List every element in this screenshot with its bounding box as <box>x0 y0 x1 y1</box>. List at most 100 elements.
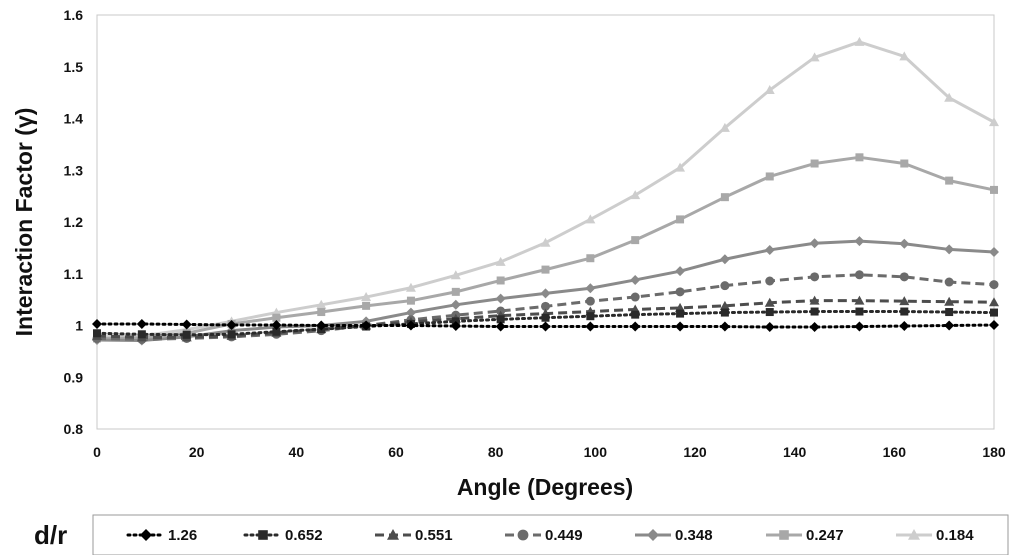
data-point <box>495 321 506 332</box>
data-point <box>585 283 596 294</box>
x-tick-label: 0 <box>93 444 101 460</box>
y-tick-label: 0.8 <box>64 421 84 437</box>
data-point <box>989 280 999 290</box>
data-point <box>854 321 865 332</box>
data-point <box>899 238 910 249</box>
data-point <box>854 270 864 280</box>
data-point <box>989 247 999 258</box>
data-point <box>764 322 775 333</box>
x-tick-label: 60 <box>388 444 404 460</box>
data-point <box>540 288 551 299</box>
legend-marker <box>258 530 268 540</box>
y-tick-label: 1.6 <box>64 7 84 23</box>
data-point <box>137 330 146 339</box>
data-point <box>944 296 955 306</box>
data-point <box>450 321 461 332</box>
legend-label: 0.247 <box>806 527 844 544</box>
data-point <box>764 244 775 255</box>
data-point <box>765 308 774 317</box>
data-point <box>990 185 998 194</box>
data-point <box>944 320 955 331</box>
legend-label: 0.348 <box>675 527 713 544</box>
data-point <box>405 282 416 292</box>
data-point <box>944 92 955 102</box>
legend-label: 0.449 <box>545 527 583 544</box>
data-point <box>182 330 191 339</box>
data-point <box>855 153 864 162</box>
axes <box>96 14 995 430</box>
data-point <box>676 309 685 318</box>
data-point <box>136 318 147 329</box>
data-point <box>540 237 551 247</box>
legend-entry: 0.551 <box>375 527 453 544</box>
series-group <box>92 36 999 346</box>
data-point <box>675 162 686 172</box>
y-axis-title: Interaction Factor (γ) <box>11 108 37 337</box>
data-point <box>989 297 999 307</box>
data-point <box>585 214 596 224</box>
data-point <box>361 320 372 331</box>
legend-box <box>92 514 1009 555</box>
data-point <box>720 281 730 291</box>
data-point <box>719 321 730 332</box>
y-tick-label: 1.3 <box>64 162 84 178</box>
y-tick-label: 1.1 <box>64 266 84 282</box>
data-point <box>944 277 954 287</box>
data-point <box>495 293 506 304</box>
data-point <box>317 308 326 317</box>
x-tick-label: 20 <box>189 444 205 460</box>
x-tick-label: 160 <box>883 444 907 460</box>
data-point <box>764 85 775 95</box>
data-point <box>809 295 820 305</box>
data-point <box>272 313 281 322</box>
series-1.26 <box>92 318 999 333</box>
data-point <box>272 327 281 336</box>
data-point <box>226 319 237 330</box>
data-point <box>496 276 505 285</box>
data-point <box>765 172 774 181</box>
data-point <box>495 256 506 266</box>
data-point <box>990 308 998 317</box>
data-point <box>541 313 550 322</box>
data-point <box>450 299 461 310</box>
data-point <box>764 297 775 307</box>
y-tick-label: 1.4 <box>64 111 84 127</box>
data-point <box>630 321 641 332</box>
data-point <box>765 276 775 286</box>
data-point <box>181 319 192 330</box>
data-point <box>586 312 595 321</box>
data-point <box>854 236 865 247</box>
data-point <box>719 300 730 310</box>
legend-entry: 0.652 <box>243 527 323 544</box>
data-point <box>809 52 820 62</box>
data-point <box>630 292 640 302</box>
y-tick-label: 0.9 <box>64 369 84 385</box>
legend-entry: 0.449 <box>505 527 583 544</box>
data-point <box>316 299 327 309</box>
y-tick-labels: 0.8 0.9 1 1.1 1.2 1.3 1.4 1.5 1.6 <box>64 7 84 437</box>
data-point <box>899 272 909 282</box>
x-tick-label: 140 <box>783 444 807 460</box>
y-tick-label: 1.2 <box>64 214 84 230</box>
legend-label: 0.551 <box>415 527 453 544</box>
legend-title: d/r <box>34 520 67 550</box>
legend-entry: 0.348 <box>635 527 713 544</box>
x-axis-title: Angle (Degrees) <box>457 474 633 500</box>
x-tick-label: 100 <box>584 444 608 460</box>
data-point <box>855 307 864 316</box>
plot-area-border <box>96 14 995 430</box>
data-point <box>406 296 415 305</box>
data-point <box>93 329 101 338</box>
data-point <box>900 307 909 316</box>
series-0.184 <box>92 36 999 341</box>
data-point <box>810 159 819 168</box>
data-point <box>900 159 909 168</box>
legend-marker <box>140 529 152 541</box>
data-point <box>899 321 910 332</box>
data-point <box>676 215 685 224</box>
data-point <box>945 308 954 317</box>
data-point <box>719 254 730 265</box>
data-point <box>541 265 550 274</box>
data-point <box>854 36 865 46</box>
